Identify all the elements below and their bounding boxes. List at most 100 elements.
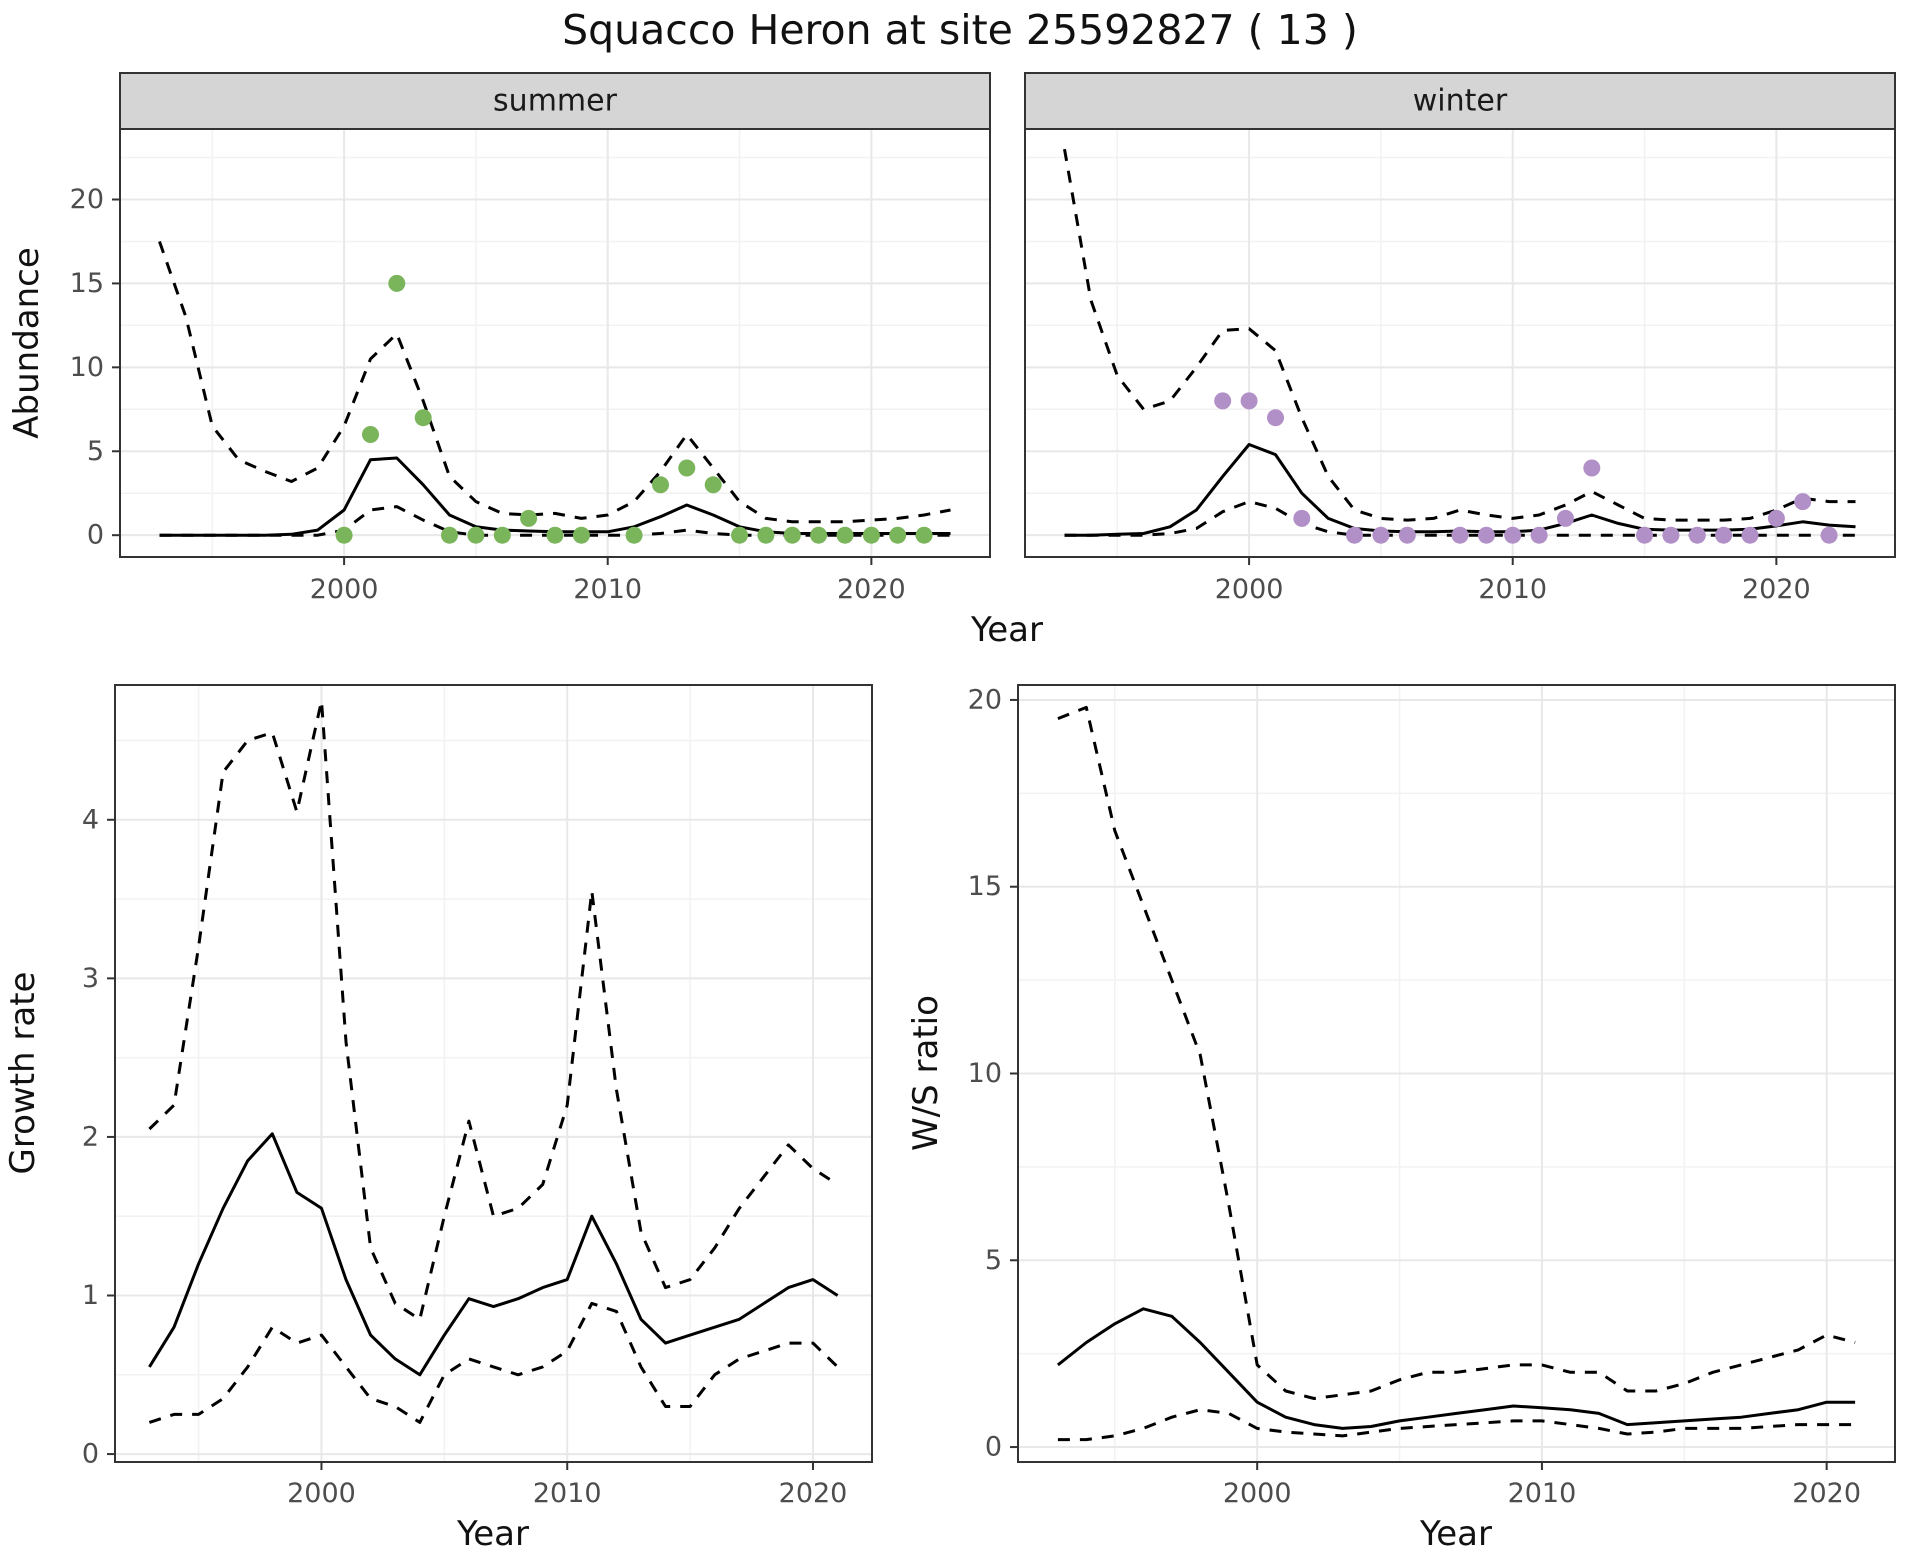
x-tick-label: 2000 bbox=[1215, 574, 1284, 605]
plot-title: Squacco Heron at site 25592827 ( 13 ) bbox=[562, 6, 1358, 54]
observed-point bbox=[1267, 409, 1284, 427]
y-tick-label: 5 bbox=[985, 1245, 1002, 1276]
observed-point bbox=[1530, 526, 1548, 544]
x-tick-label: 2010 bbox=[1508, 1478, 1577, 1509]
y-tick-label: 5 bbox=[87, 436, 104, 467]
observed-point bbox=[1451, 526, 1469, 544]
observed-point bbox=[1636, 526, 1653, 544]
observed-point bbox=[1741, 526, 1759, 544]
observed-point bbox=[335, 526, 353, 544]
ws_ratio-panel: 2000 2010 2020 0 5 10 15 20 bbox=[968, 684, 1896, 1509]
facet-strip bbox=[119, 72, 991, 130]
observed-point bbox=[1346, 526, 1363, 544]
y-tick-label: 0 bbox=[985, 1432, 1002, 1463]
panel-background bbox=[115, 685, 872, 1462]
facet-label: winter bbox=[1413, 84, 1508, 119]
growth_rate-x-axis-title: Year bbox=[456, 1514, 529, 1554]
y-tick-label: 0 bbox=[87, 520, 104, 551]
observed-point bbox=[1504, 526, 1522, 544]
observed-point bbox=[862, 526, 880, 544]
data-layer bbox=[148, 699, 839, 1424]
observed-point bbox=[520, 509, 538, 527]
observed-point bbox=[572, 526, 590, 544]
observed-point bbox=[1293, 509, 1311, 527]
observed-point bbox=[388, 274, 406, 292]
y-tick-label: 20 bbox=[968, 684, 1002, 715]
observed-point bbox=[546, 526, 564, 544]
observed-point bbox=[678, 459, 696, 477]
y-tick-label: 2 bbox=[82, 1121, 99, 1152]
observed-point bbox=[1767, 509, 1785, 527]
x-tick-label: 2000 bbox=[310, 574, 379, 605]
facet-strip bbox=[1024, 72, 1896, 130]
ws_ratio-y-axis-title: W/S ratio bbox=[906, 995, 946, 1151]
upper-ci-line bbox=[158, 241, 951, 524]
observed-point bbox=[1214, 392, 1232, 410]
observed-point bbox=[704, 476, 722, 494]
x-tick-label: 2020 bbox=[1792, 1478, 1861, 1509]
x-tick-label: 2000 bbox=[1223, 1478, 1292, 1509]
data-layer bbox=[1056, 705, 1856, 1442]
observed-point bbox=[1715, 526, 1733, 544]
observed-point bbox=[1398, 526, 1416, 544]
abundance-x-axis-title: Year bbox=[970, 610, 1043, 650]
y-tick-label: 10 bbox=[968, 1058, 1002, 1089]
x-tick-label: 2020 bbox=[837, 574, 906, 605]
observed-point bbox=[1662, 526, 1680, 544]
observed-point bbox=[1583, 459, 1601, 477]
x-tick-label: 2000 bbox=[287, 1478, 356, 1509]
growth_rate-y-axis-title: Growth rate bbox=[3, 972, 43, 1175]
lower-ci-line bbox=[148, 1301, 839, 1424]
observed-point bbox=[441, 526, 458, 544]
observed-point bbox=[1477, 526, 1495, 544]
x-tick-label: 2010 bbox=[533, 1478, 602, 1509]
observed-point bbox=[1240, 392, 1258, 410]
upper-ci-line bbox=[1057, 705, 1856, 1400]
observed-point bbox=[1557, 509, 1574, 527]
x-tick-label: 2020 bbox=[1742, 574, 1811, 605]
mean-line bbox=[148, 1132, 839, 1377]
x-tick-label: 2010 bbox=[1478, 574, 1547, 605]
mean-line bbox=[1056, 1307, 1856, 1430]
x-tick-label: 2020 bbox=[779, 1478, 848, 1509]
facet-label: summer bbox=[493, 84, 618, 119]
y-tick-label: 0 bbox=[82, 1439, 99, 1470]
y-tick-label: 15 bbox=[70, 268, 104, 299]
abundance-summer-panel: 2000 2010 2020 0 5 10 15 20 summer bbox=[70, 72, 991, 605]
y-tick-label: 15 bbox=[968, 871, 1002, 902]
observed-point bbox=[362, 426, 379, 443]
x-tick-label: 2010 bbox=[573, 574, 642, 605]
ws_ratio-x-axis-title: Year bbox=[1419, 1514, 1492, 1554]
upper-ci-line bbox=[148, 699, 839, 1321]
observed-point bbox=[731, 526, 748, 544]
observed-point bbox=[1688, 526, 1706, 544]
observed-point bbox=[1372, 526, 1390, 544]
observed-point bbox=[493, 526, 511, 544]
data-layer bbox=[1063, 148, 1856, 544]
abundance-y-axis-title: Abundance bbox=[7, 247, 47, 439]
observed-point bbox=[757, 526, 775, 544]
observed-point bbox=[810, 526, 828, 544]
observed-point bbox=[915, 526, 933, 544]
observed-point bbox=[783, 526, 801, 544]
data-layer bbox=[158, 241, 951, 544]
growth_rate-panel: 2000 2010 2020 0 1 2 3 4 bbox=[82, 684, 873, 1509]
observed-point bbox=[1820, 526, 1838, 544]
y-tick-label: 20 bbox=[70, 184, 104, 215]
observed-point bbox=[652, 476, 669, 494]
observed-point bbox=[625, 526, 643, 544]
observed-point bbox=[414, 409, 432, 427]
observed-point bbox=[889, 526, 907, 544]
observed-point bbox=[1794, 493, 1812, 511]
y-tick-label: 1 bbox=[82, 1280, 99, 1311]
observed-point bbox=[467, 526, 485, 544]
observed-point bbox=[836, 526, 854, 544]
abundance-winter-panel: 2000 2010 2020 winter bbox=[1024, 72, 1896, 605]
panel-border bbox=[114, 684, 873, 1463]
y-tick-label: 10 bbox=[70, 352, 104, 383]
upper-ci-line bbox=[1063, 148, 1856, 522]
y-tick-label: 4 bbox=[82, 804, 99, 835]
lower-ci-line bbox=[1057, 1408, 1856, 1442]
